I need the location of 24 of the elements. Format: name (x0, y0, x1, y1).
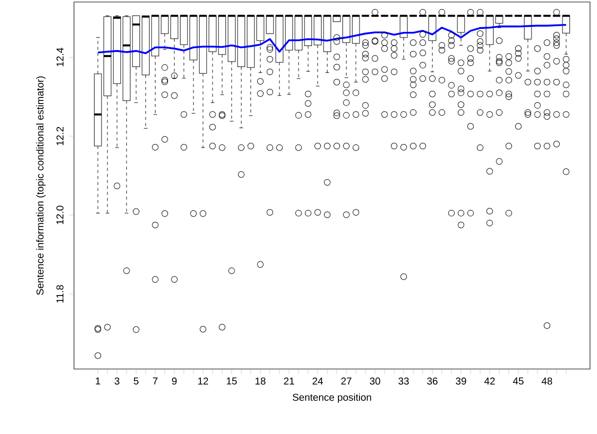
x-tick-label: 27 (341, 378, 352, 385)
x-tick-label: 9 (172, 378, 177, 385)
x-tick-label: 42 (484, 378, 495, 385)
x-axis-title: Sentence position (292, 393, 372, 403)
x-tick-label: 39 (456, 378, 466, 385)
x-tick-label: 33 (398, 378, 409, 385)
x-tick-label: 36 (427, 378, 438, 385)
x-tick-label: 48 (542, 378, 552, 385)
y-tick-label: 12.0 (56, 206, 64, 224)
x-tick-label: 5 (134, 378, 138, 385)
y-tick-label: 12.2 (56, 126, 64, 146)
x-tick-label: 45 (513, 378, 524, 385)
x-tick-label: 12 (198, 378, 208, 385)
x-tick-label: 24 (312, 378, 323, 385)
x-tick-label: 18 (256, 378, 266, 385)
x-tick-label: 30 (370, 378, 380, 385)
y-tick-label: 12.4 (56, 48, 64, 66)
x-tick-label: 1 (96, 378, 100, 384)
y-axis-title: Sentence information (topic conditional estimator) (36, 76, 46, 295)
x-tick-label: 7 (152, 378, 158, 384)
x-tick-label: 21 (284, 378, 294, 385)
y-tick-label: 11.8 (56, 285, 64, 303)
x-tick-label: 15 (226, 378, 237, 385)
x-tick-label: 3 (114, 378, 120, 385)
